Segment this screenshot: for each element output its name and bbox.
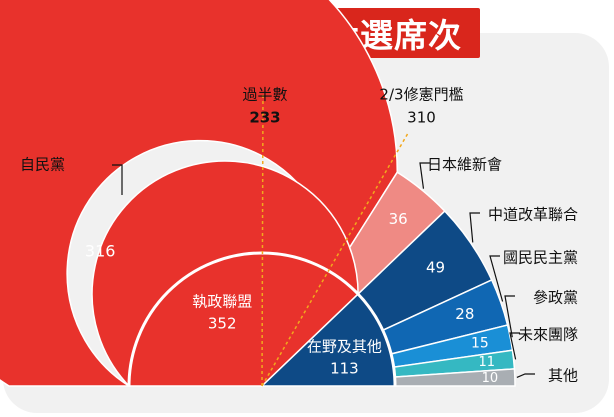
- outer-value-label-4: 15: [471, 336, 489, 352]
- inner-value-label-0: 352: [208, 314, 237, 332]
- outer-value-label-1: 36: [389, 210, 408, 228]
- inner-name-label-1: 在野及其他: [307, 337, 382, 355]
- legend-leader-2: [469, 212, 480, 243]
- legend-label-4: 參政黨: [533, 289, 578, 307]
- outer-value-label-5: 11: [478, 355, 495, 370]
- inner-slice-0: [91, 160, 359, 387]
- legend-label-2: 中道改革聯合: [488, 206, 578, 224]
- legend-label-1: 日本維新會: [427, 156, 502, 174]
- legend-leader-5: [509, 332, 520, 360]
- outer-value-label-6: 10: [482, 371, 499, 386]
- threshold-label-1: 2/3修憲門檻: [379, 86, 463, 104]
- legend-leader-0: [112, 164, 123, 195]
- outer-slice-0: [0, 0, 399, 387]
- outer-value-label-0: 316: [85, 242, 116, 261]
- legend-label-6: 其他: [548, 367, 578, 385]
- threshold-value-1: 310: [407, 109, 436, 127]
- legend-leader-1: [419, 162, 430, 189]
- outer-value-label-2: 49: [426, 258, 445, 276]
- legend-label-0: 自民黨: [20, 156, 65, 174]
- threshold-value-0: 233: [249, 109, 280, 127]
- threshold-line-1: [261, 133, 409, 387]
- threshold-label-0: 過半數: [242, 86, 287, 104]
- legend-leader-6: [516, 373, 535, 378]
- inner-name-label-0: 執政聯盟: [192, 292, 252, 310]
- legend-leader-3: [489, 255, 504, 302]
- legend-leader-4: [504, 295, 515, 338]
- inner-value-label-1: 113: [330, 359, 359, 377]
- legend-label-5: 未來團隊: [518, 326, 578, 344]
- threshold-line-0: [261, 94, 264, 387]
- outer-value-label-3: 28: [455, 305, 474, 323]
- legend-label-3: 國民民主黨: [503, 249, 578, 267]
